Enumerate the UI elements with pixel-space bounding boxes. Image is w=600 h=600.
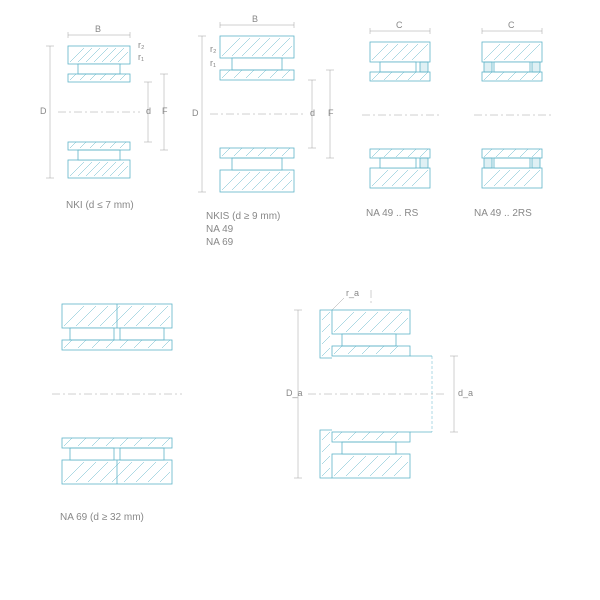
cap-na69-12: NA 69 (d ≥ 32 mm): [60, 512, 144, 523]
lbl-d-1: d: [146, 106, 151, 116]
cap-na492rs: NA 49 .. 2RS: [474, 208, 532, 219]
lbl-r2-1: r₂: [138, 40, 145, 50]
diagram-page: { "colors": { "line": "#5fb4c9", "dim": …: [0, 0, 600, 600]
cap-na49rs: NA 49 .. RS: [366, 208, 418, 219]
lbl-r1-2: r₁: [210, 58, 216, 68]
lbl-B-1: B: [95, 24, 101, 34]
lbl-r2-2: r₂: [210, 44, 217, 54]
lbl-Da: D_a: [286, 388, 303, 398]
lbl-d-2: d: [310, 108, 315, 118]
fig-na69-12: [42, 290, 202, 510]
lbl-F-1: F: [162, 106, 168, 116]
lbl-C-4: C: [508, 20, 515, 30]
cap-nki7: NKI (d ≤ 7 mm): [66, 200, 134, 211]
cap-nkis9-line: NKIS (d ≥ 9 mm) NA 49 NA 69: [206, 211, 280, 248]
fig-abutment: [272, 290, 482, 510]
lbl-F-2: F: [328, 108, 334, 118]
cap-nkis9: NKIS (d ≥ 9 mm) NA 49 NA 69: [206, 210, 280, 249]
lbl-r1-1: r₁: [138, 52, 144, 62]
lbl-D-2: D: [192, 108, 199, 118]
lbl-D-1: D: [40, 106, 47, 116]
lbl-ra: r_a: [346, 288, 359, 298]
fig-na49rs: [350, 26, 460, 206]
lbl-C-3: C: [396, 20, 403, 30]
lbl-da: d_a: [458, 388, 473, 398]
fig-na492rs: [462, 26, 572, 206]
lbl-B-2: B: [252, 14, 258, 24]
